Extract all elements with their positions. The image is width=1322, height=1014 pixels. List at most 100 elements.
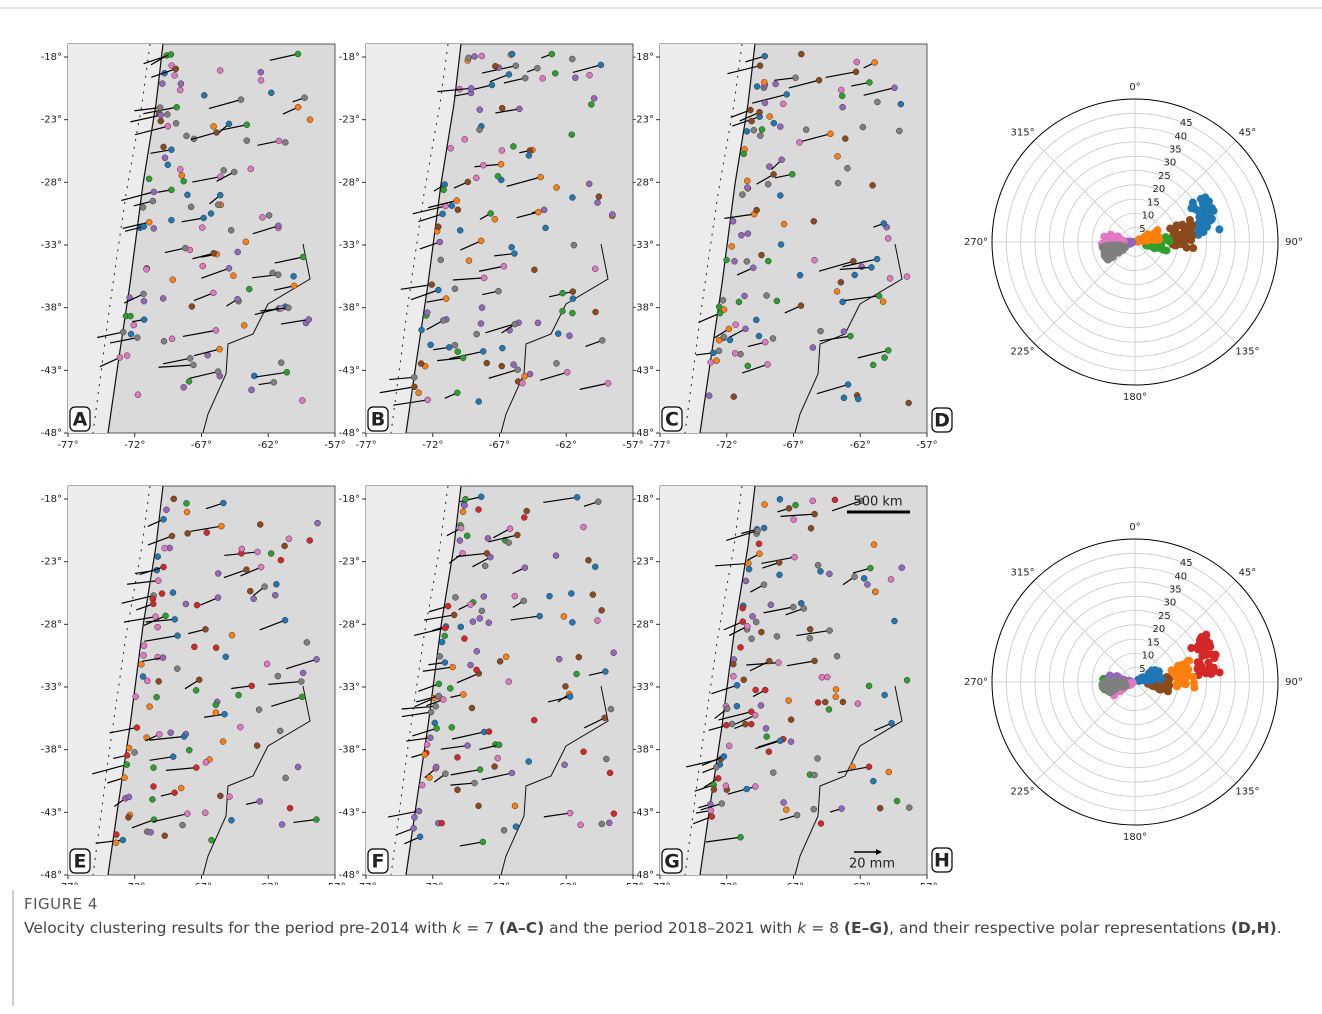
velocity-arrow	[145, 618, 175, 623]
station	[497, 160, 505, 168]
y-tick-label: -48°	[41, 870, 62, 881]
station	[516, 105, 523, 113]
station	[787, 738, 795, 745]
panel-letter-box	[69, 848, 91, 874]
y-tick-label: -23°	[41, 115, 62, 126]
angle-label: 90°	[1285, 237, 1303, 248]
station	[285, 535, 293, 543]
station	[485, 728, 493, 735]
station	[753, 83, 761, 90]
polar-point	[1190, 683, 1199, 692]
station	[442, 770, 449, 778]
polar-point	[1195, 658, 1204, 667]
station	[459, 354, 467, 362]
station	[187, 203, 195, 211]
station	[511, 802, 519, 810]
station	[234, 248, 241, 256]
station	[773, 633, 781, 640]
station	[870, 777, 877, 785]
radial-label: 30	[1163, 598, 1176, 609]
station	[896, 127, 903, 135]
station	[487, 553, 494, 561]
station	[592, 563, 599, 571]
velocity-arrow	[752, 93, 787, 104]
velocity-arrow	[260, 307, 289, 312]
station	[221, 710, 228, 718]
station	[739, 604, 746, 612]
polar-point	[1198, 199, 1207, 208]
station	[731, 350, 739, 357]
velocity-arrow	[733, 714, 756, 726]
station	[225, 120, 233, 128]
velocity-arrow	[220, 124, 247, 131]
station	[484, 535, 492, 542]
velocity-arrow	[414, 697, 435, 708]
velocity-arrow	[142, 657, 164, 662]
station	[314, 519, 321, 527]
station	[561, 761, 568, 769]
panel-letter: G	[664, 851, 680, 873]
station	[447, 685, 454, 692]
station	[491, 215, 499, 223]
station	[441, 659, 449, 666]
station	[184, 191, 191, 199]
velocity-arrow	[863, 87, 895, 96]
station	[707, 807, 715, 814]
station	[523, 507, 530, 515]
ocean	[68, 44, 163, 433]
velocity-arrow	[730, 109, 751, 118]
velocity-arrow	[164, 247, 186, 254]
x-tick-label: -77°	[649, 440, 670, 451]
station	[521, 564, 529, 571]
station	[438, 819, 445, 827]
station	[603, 755, 610, 763]
station	[893, 797, 901, 805]
velocity-arrow	[494, 252, 515, 257]
station	[842, 135, 849, 142]
station	[448, 202, 456, 209]
polar-point	[1161, 685, 1170, 694]
station	[553, 360, 560, 367]
station	[454, 348, 461, 355]
velocity-arrow	[162, 357, 191, 365]
y-tick-label: -43°	[633, 365, 654, 376]
station	[755, 332, 763, 340]
scale-bar-label: 500 km	[853, 495, 902, 510]
velocity-arrow	[150, 149, 172, 154]
station	[737, 644, 744, 651]
x-tick-label: -67°	[191, 882, 212, 885]
station	[607, 705, 615, 713]
station	[144, 677, 151, 685]
station	[440, 696, 447, 703]
velocity-arrow	[92, 764, 128, 775]
radial-label: 25	[1158, 611, 1171, 622]
polar-point	[1174, 674, 1183, 683]
caption-segment: (D,H)	[1230, 919, 1277, 937]
station	[891, 84, 898, 92]
station	[747, 106, 754, 114]
station	[881, 354, 888, 361]
angle-label: 225°	[1011, 787, 1035, 798]
station	[140, 223, 148, 230]
station	[454, 389, 461, 397]
station	[864, 581, 871, 588]
velocity-arrow	[472, 556, 491, 568]
station	[857, 497, 865, 505]
velocity-arrow	[208, 99, 242, 110]
velocity-arrow	[418, 213, 443, 223]
station	[467, 601, 474, 608]
station	[449, 663, 456, 671]
y-tick-label: -38°	[339, 303, 360, 314]
velocity-arrow	[780, 513, 815, 517]
station	[190, 361, 197, 369]
station	[441, 181, 448, 188]
station	[477, 493, 485, 501]
station	[713, 357, 720, 364]
station	[765, 748, 773, 755]
station	[751, 711, 759, 719]
station	[604, 380, 612, 387]
station	[760, 524, 768, 532]
station	[140, 290, 147, 298]
station	[790, 516, 797, 523]
station	[146, 703, 153, 710]
